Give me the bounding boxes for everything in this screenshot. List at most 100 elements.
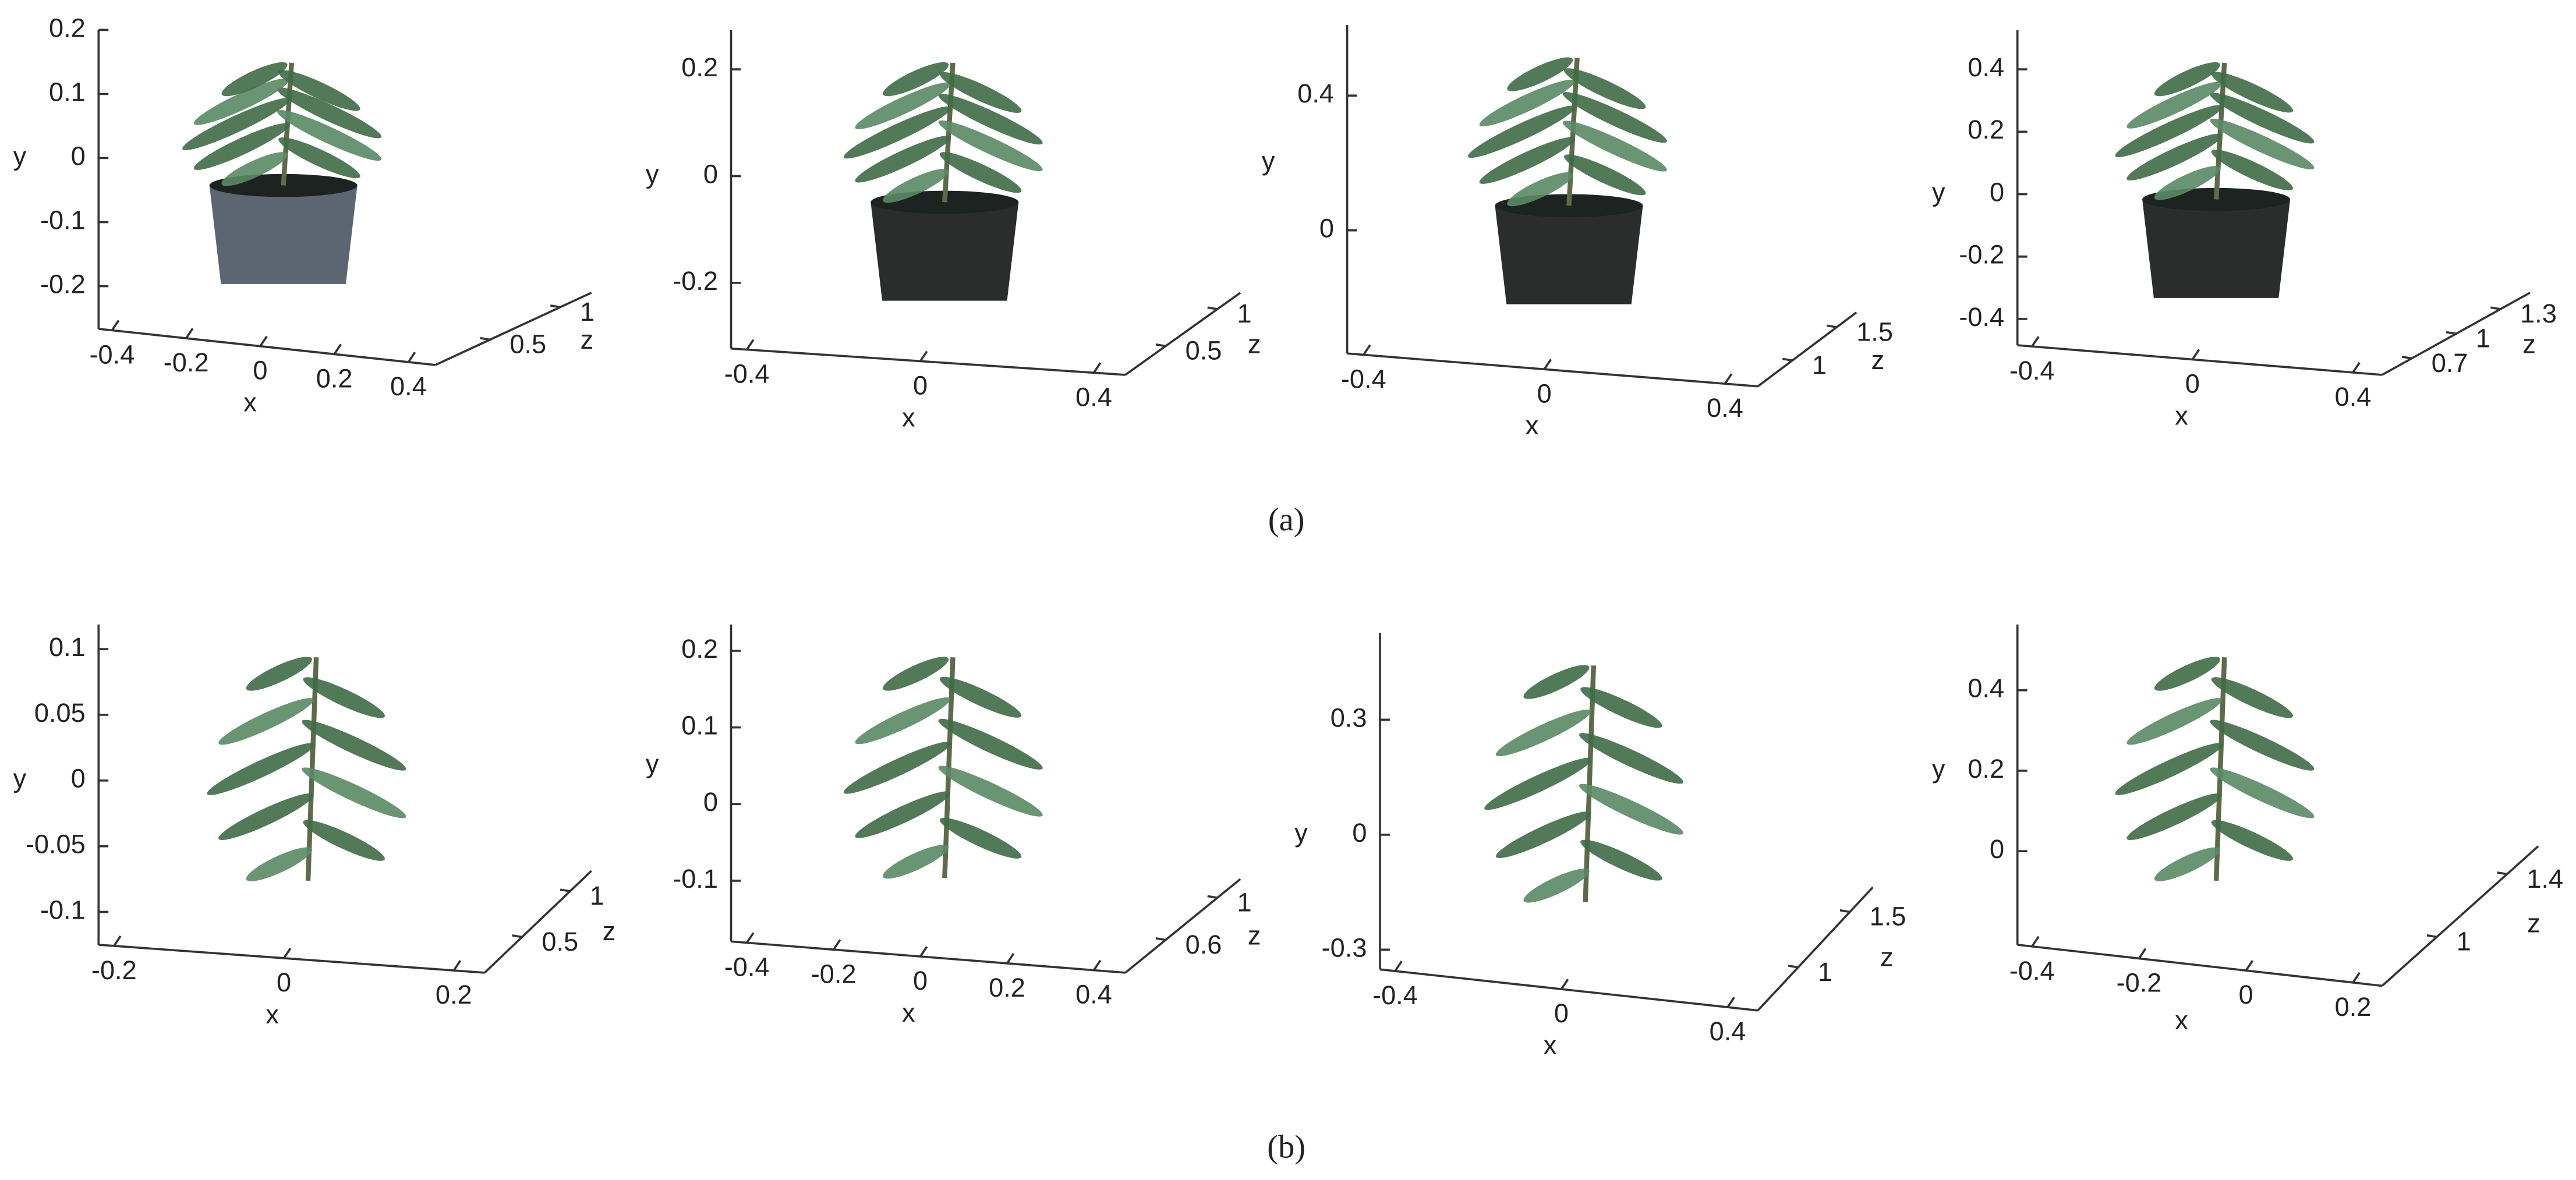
z-tick-label: 1	[2457, 927, 2471, 956]
point-cloud	[1484, 665, 1684, 903]
z-tick-label: 1	[1818, 957, 1832, 987]
y-tick-label: 0.2	[1968, 115, 2004, 144]
z-axis-label: z	[603, 916, 616, 946]
y-tick-label: 0.1	[49, 632, 86, 662]
leaf	[1484, 757, 1592, 810]
z-tick	[550, 304, 561, 309]
leaf	[2126, 698, 2222, 745]
leaf	[855, 82, 951, 129]
leaf	[278, 137, 360, 179]
leaf	[1479, 79, 1575, 127]
x-axis	[731, 940, 1126, 974]
z-axis	[484, 870, 592, 974]
leaf	[855, 136, 951, 183]
x-tick	[407, 352, 416, 363]
x-tick-label: -0.4	[724, 952, 770, 981]
y-tick-label: 0.4	[1968, 674, 2004, 703]
x-tick-label: 0.4	[2335, 382, 2372, 412]
plot-panel: -0.4 -0.2 0 0.2 0.4 -0.4 0 0.4 0.7 1 1.3 x y z	[1932, 30, 2557, 430]
z-axis-label: z	[1880, 942, 1894, 972]
leaf	[1564, 154, 1646, 196]
y-tick-label: -0.3	[1322, 933, 1367, 962]
x-tick	[1363, 344, 1371, 356]
leaf	[1495, 811, 1591, 859]
y-tick-label: 0.3	[1331, 703, 1367, 732]
leaf	[1562, 121, 1667, 172]
x-tick	[2352, 362, 2361, 373]
x-tick-label: 0.4	[390, 371, 427, 401]
point-cloud	[1467, 57, 1667, 304]
y-tick-label: 0.2	[49, 13, 86, 42]
leaf	[1467, 105, 1576, 158]
x-tick-label: 0.4	[1075, 382, 1112, 412]
z-tick-label: 0.7	[2432, 348, 2468, 378]
leaf	[2154, 847, 2221, 881]
z-tick-label: 1	[590, 881, 604, 910]
leaf	[1579, 784, 1684, 835]
y-tick-label: 0	[1319, 214, 1334, 243]
y-tick-label: 0	[1990, 177, 2004, 207]
x-axis	[2017, 344, 2383, 376]
z-axis	[1124, 292, 1241, 376]
leaf	[883, 657, 949, 691]
leaf	[1479, 137, 1575, 184]
z-axis-label: z	[2527, 909, 2540, 938]
y-tick-label: -0.2	[1959, 240, 2004, 270]
y-axis-label: y	[1262, 146, 1275, 176]
z-tick-label: 0.5	[509, 329, 546, 359]
x-tick-label: 0.4	[1075, 980, 1112, 1009]
plot-panel: -0.3 0 0.3 -0.4 0 0.4 1 1.5 x y z	[1294, 632, 1906, 1059]
leaf	[302, 720, 406, 771]
plot-panel: -0.1 -0.05 0 0.05 0.1 -0.2 0 0.2 0.5 1 x y z	[13, 624, 616, 1029]
leaf	[855, 697, 951, 745]
y-axis-label: y	[13, 764, 27, 793]
leaf	[883, 844, 949, 879]
z-axis-label: z	[581, 325, 594, 355]
x-tick-label: -0.2	[811, 959, 857, 988]
y-tick-label: -0.2	[673, 266, 718, 296]
leaf	[2210, 118, 2315, 170]
x-tick	[2031, 936, 2040, 947]
x-tick	[833, 939, 841, 951]
x-axis	[2017, 944, 2383, 987]
caption: (a)	[1268, 502, 1305, 538]
x-tick	[452, 960, 462, 972]
z-tick-label: 1	[1237, 887, 1252, 917]
leaf	[843, 106, 951, 159]
pot	[2142, 199, 2291, 298]
z-tick	[1155, 937, 1166, 941]
x-tick	[259, 335, 268, 347]
leaf	[277, 109, 382, 161]
z-tick-label: 1	[1812, 350, 1827, 380]
leaf	[221, 62, 288, 97]
leaf	[303, 820, 385, 861]
x-tick-label: 0.2	[316, 363, 353, 393]
z-tick-label: 1	[1237, 299, 1252, 328]
y-tick-label: 0.4	[1968, 52, 2004, 82]
y-axis-label: y	[1294, 818, 1308, 848]
x-axis-label: x	[1544, 1030, 1557, 1059]
x-tick	[919, 946, 928, 958]
point-cloud	[2115, 62, 2315, 298]
z-tick-label: 0.5	[1186, 336, 1222, 366]
z-tick	[1827, 324, 1837, 328]
x-tick-label: 0.2	[436, 980, 472, 1009]
leaf	[2210, 720, 2315, 771]
leaf	[938, 718, 1043, 770]
y-tick-label: 0	[1352, 818, 1367, 848]
x-tick-label: -0.4	[724, 359, 770, 389]
x-tick	[1092, 362, 1102, 374]
plot-panel: -0.2 -0.1 0 0.1 0.2 -0.4 -0.2 0 0.2 0.4 0.5 1 x y z	[13, 13, 595, 417]
leaf	[302, 767, 406, 818]
z-tick	[1839, 909, 1850, 913]
leaf	[193, 123, 289, 170]
y-tick-label: -0.05	[26, 830, 86, 859]
leaf	[855, 791, 951, 838]
leaf	[2154, 62, 2221, 97]
x-axis-label: x	[243, 387, 257, 417]
leaf	[2126, 81, 2222, 129]
leaf	[218, 698, 314, 745]
caption: (b)	[1267, 1129, 1305, 1165]
z-tick-label: 0.6	[1186, 930, 1222, 959]
